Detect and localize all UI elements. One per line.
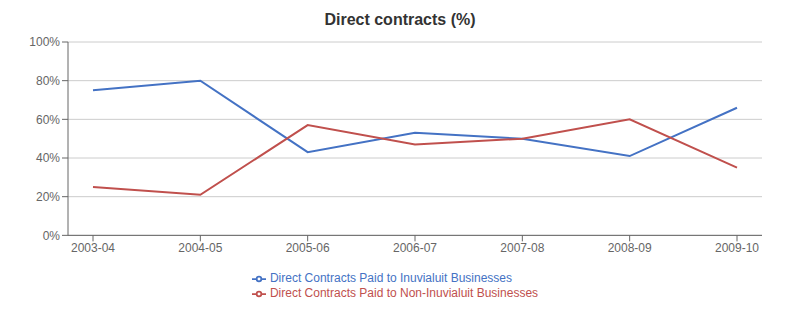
html-text:Direct Contracts Paid to Non-I: Direct Contracts Paid to Non-Inuvialuit … (269, 286, 539, 301)
html-text:Direct Contracts Paid to Inuvi: Direct Contracts Paid to Inuvialuit Busi… (269, 271, 512, 286)
svg-text:100%: 100% (29, 35, 60, 49)
html-text:Direct contracts (%): Direct contracts (%) (324, 11, 476, 28)
svg-text:60%: 60% (36, 113, 60, 127)
svg-text:2007-08: 2007-08 (500, 241, 544, 255)
svg-text:2008-09: 2008-09 (608, 241, 652, 255)
svg-text:2009-10: 2009-10 (715, 241, 759, 255)
svg-text:2003-04: 2003-04 (71, 241, 115, 255)
svg-text:2005-06: 2005-06 (286, 241, 330, 255)
svg-text:2004-05: 2004-05 (178, 241, 222, 255)
svg-text:80%: 80% (36, 74, 60, 88)
svg-text:2006-07: 2006-07 (393, 241, 437, 255)
svg-text:40%: 40% (36, 151, 60, 165)
svg-text:0%: 0% (43, 229, 61, 243)
svg-text:20%: 20% (36, 190, 60, 204)
